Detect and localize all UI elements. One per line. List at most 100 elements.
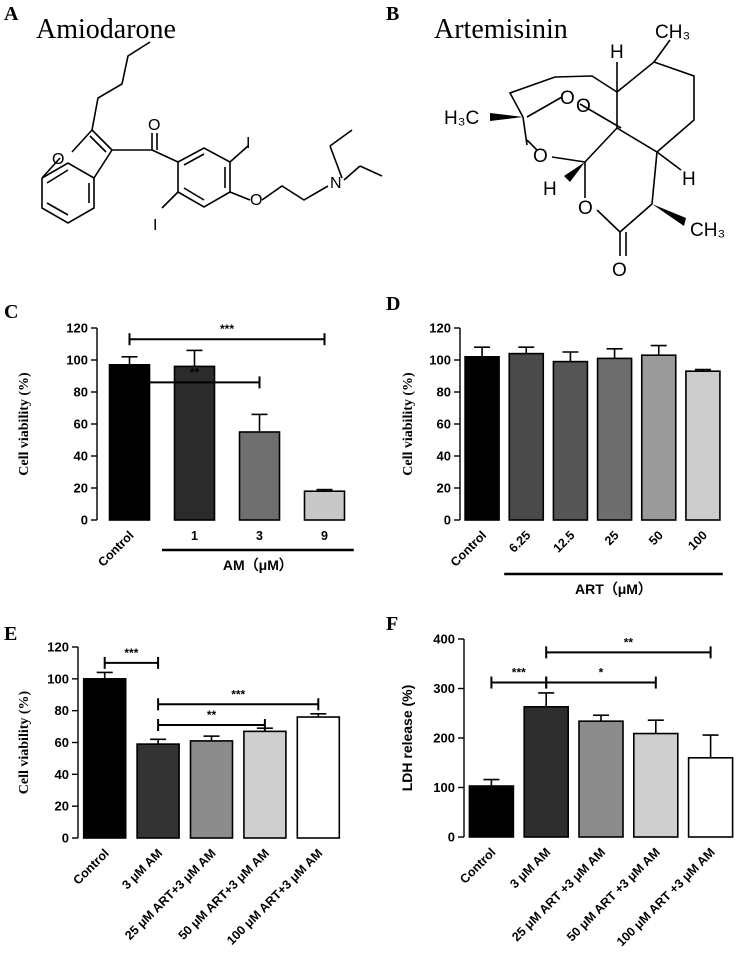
bar [685,370,721,521]
bar [508,352,545,521]
wedge-ch3-bottom [652,204,686,226]
category-label: 3 [256,529,263,543]
bar [238,431,281,521]
chart-d-art-viability: 0 20 40 60 80 100 120 Cell viability (%) Control… [401,321,723,597]
y-axis-label: LDH release (%) [399,685,415,792]
panel-letter-d: D [386,293,400,315]
bar [136,743,180,839]
y-tick-label: 0 [448,830,455,845]
y-tick-label: 300 [433,681,455,696]
y-tick-label: 80 [55,703,69,718]
y-tick-label: 100 [433,780,455,795]
significance-label: * [599,666,604,680]
atom-h-top: H [610,42,624,63]
category-label: Control [70,846,111,887]
atom-iodine-top: I [246,135,250,152]
y-tick-label: 60 [74,417,88,432]
category-label: 100 μM ART+3 μM AM [224,846,325,947]
category-label: 25 μM ART+3 μM AM [122,846,218,942]
bar [578,720,624,838]
category-label: 25 μM ART +3 μM AM [509,845,608,944]
y-tick-label: 40 [74,449,88,464]
bar [596,357,633,521]
category-label: 50 [646,528,666,548]
compound-name-artemisinin: Artemisinin [434,14,568,45]
panel-letter-e: E [4,623,17,645]
wedge-h3c [490,113,523,121]
significance-label: ** [624,635,634,649]
panel-letter-f: F [386,613,398,635]
category-label: 1 [191,529,198,543]
y-tick-label: 200 [433,731,455,746]
category-label: 25 [602,528,622,548]
bar [464,355,500,521]
atom-peroxide-o-b: O [576,96,591,117]
bar [640,354,677,521]
bar [632,732,679,838]
atom-h3c: H₃C [444,108,479,129]
category-label: 100 μM ART +3 μM AM [614,845,718,949]
category-label: Control [448,528,489,569]
bar [303,490,346,521]
y-tick-label: 100 [66,353,88,368]
y-tick-label: 20 [74,481,88,496]
panel-letter-a: A [4,3,19,25]
bar [82,678,127,839]
y-tick-label: 80 [74,385,88,400]
category-label: 3 μM AM [507,845,553,891]
y-tick-label: 120 [66,321,88,336]
significance-label: *** [231,687,245,701]
y-axis-label: Cell viability (%) [401,372,416,476]
atom-ch3-bottom: CH₃ [690,220,725,241]
bar [523,706,570,838]
y-tick-label: 20 [437,481,451,496]
atom-h-right: H [682,169,696,190]
bar [552,360,589,521]
y-axis-label: Cell viability (%) [17,372,32,476]
atom-furan-o: O [52,151,64,168]
amiodarone-structure [41,41,383,224]
atom-ch3-top: CH₃ [655,22,690,43]
atom-keto-o: O [612,260,627,281]
category-label: Control [457,845,498,886]
significance-label: ** [207,708,217,722]
category-label: 9 [321,529,328,543]
category-label: 50 μM ART +3 μM AM [564,845,663,944]
panel-b: B Artemisinin [386,3,725,281]
bar [296,716,341,839]
y-tick-label: 120 [47,640,69,655]
significance-label: *** [124,646,138,660]
y-tick-label: 60 [437,417,451,432]
bar [468,785,515,838]
y-tick-label: 0 [81,513,88,528]
y-tick-label: 0 [444,513,451,528]
category-label: 50 μM ART+3 μM AM [176,846,272,942]
chart-c-am-viability: 0 20 40 60 80 100 120 Cell viability (%) Control… [17,321,354,573]
y-tick-label: 40 [437,449,451,464]
atom-peroxide-o-a: O [560,88,575,109]
y-tick-label: 40 [55,767,69,782]
category-label: 100 [685,528,710,553]
y-tick-label: 100 [429,353,451,368]
chart-e-combination-viability: 0 20 40 60 80 100 120 Cell viability (%) Control… [17,640,341,948]
atom-iodine-bottom: I [153,217,157,234]
bar [243,730,287,839]
group-label: AM（μM） [223,557,293,573]
panel-letter-b: B [386,3,399,25]
bar [189,740,234,839]
y-axis-label: Cell viability (%) [17,690,32,794]
atom-h-left: H [543,179,557,200]
significance-label: *** [220,322,234,336]
y-tick-label: 120 [429,321,451,336]
significance-label: ** [190,365,200,379]
atom-carbonyl-o: O [148,117,160,134]
category-label: 3 μM AM [119,846,165,892]
compound-name-amiodarone: Amiodarone [36,14,176,45]
category-label: 12.5 [550,528,577,555]
bar [687,756,734,838]
atom-lactone-o: O [578,198,593,219]
y-tick-label: 0 [62,831,69,846]
y-tick-label: 20 [55,799,69,814]
category-label: Control [95,528,136,569]
